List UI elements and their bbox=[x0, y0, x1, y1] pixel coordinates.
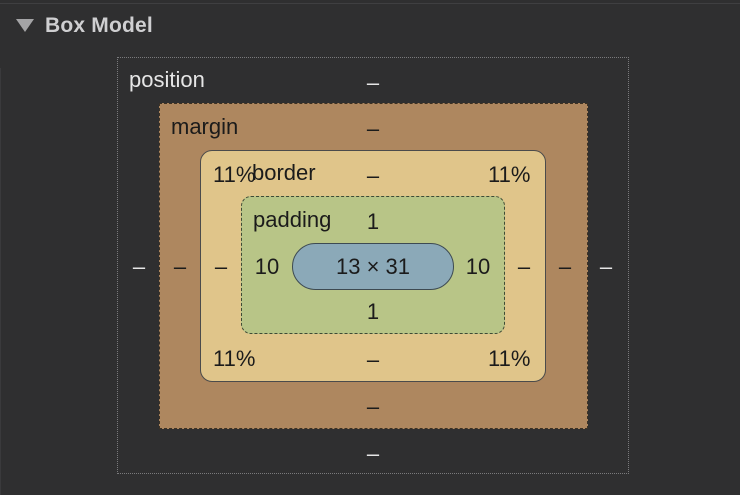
panel-top-divider bbox=[0, 3, 740, 4]
border-label: border bbox=[252, 160, 316, 185]
border-bottom-value[interactable]: – bbox=[366, 347, 380, 372]
padding-left-value[interactable]: 10 bbox=[254, 254, 280, 279]
margin-top-value[interactable]: – bbox=[366, 116, 380, 141]
border-right-value[interactable]: – bbox=[517, 254, 531, 279]
padding-bottom-value[interactable]: 1 bbox=[366, 299, 380, 324]
position-right-value[interactable]: – bbox=[599, 254, 613, 279]
position-left-value[interactable]: – bbox=[132, 254, 146, 279]
margin-right-value[interactable]: – bbox=[558, 254, 572, 279]
position-bottom-value[interactable]: – bbox=[366, 441, 380, 466]
border-top-value[interactable]: – bbox=[366, 163, 380, 188]
border-radius-top-left-value[interactable]: 11% bbox=[213, 162, 256, 187]
border-radius-bottom-left-value[interactable]: 11% bbox=[213, 346, 256, 371]
position-box bbox=[117, 57, 629, 474]
section-title: Box Model bbox=[45, 14, 153, 37]
margin-bottom-value[interactable]: – bbox=[366, 394, 380, 419]
panel-left-divider bbox=[0, 68, 1, 495]
border-radius-top-right-value[interactable]: 11% bbox=[488, 162, 531, 187]
padding-label: padding bbox=[253, 207, 332, 232]
box-model-section-header[interactable]: Box Model bbox=[0, 0, 740, 52]
position-top-value[interactable]: – bbox=[366, 70, 380, 95]
padding-top-value[interactable]: 1 bbox=[366, 209, 380, 234]
disclosure-triangle-down-icon[interactable] bbox=[16, 19, 34, 32]
border-radius-bottom-right-value[interactable]: 11% bbox=[488, 346, 531, 371]
content-size-value[interactable]: 13 × 31 bbox=[335, 254, 411, 279]
content-box[interactable] bbox=[292, 243, 454, 290]
margin-label: margin bbox=[171, 114, 239, 139]
margin-left-value[interactable]: – bbox=[173, 254, 187, 279]
border-left-value[interactable]: – bbox=[214, 254, 228, 279]
position-label: position bbox=[129, 67, 205, 92]
padding-right-value[interactable]: 10 bbox=[465, 254, 491, 279]
